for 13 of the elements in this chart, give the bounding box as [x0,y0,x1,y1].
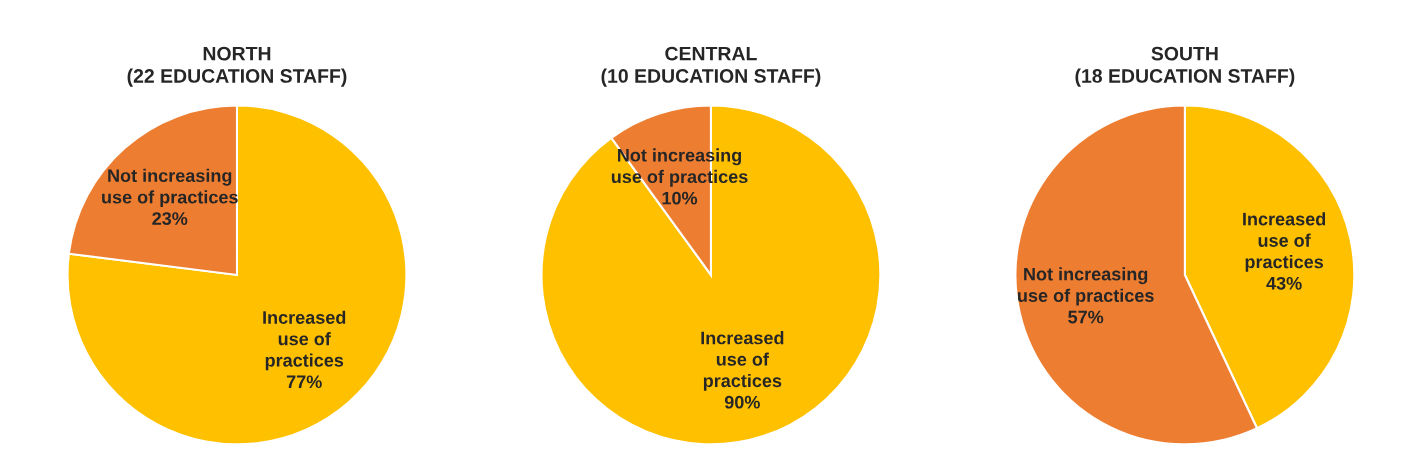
slice-label: Increased use of practices [701,331,784,391]
slice-label: Not increasing use of practices [1018,267,1154,306]
slice-label: Increased use of practices [1243,212,1326,272]
chart-title: NORTH (22 EDUCATION STAFF) [127,46,347,87]
chart-title: CENTRAL (10 EDUCATION STAFF) [601,46,821,87]
chart-title: SOUTH (18 EDUCATION STAFF) [1075,46,1295,87]
data-label: 43% [1266,276,1302,290]
data-label: 10% [662,191,698,205]
data-label: 57% [1068,310,1104,324]
data-label: 90% [724,395,760,409]
data-label: 23% [152,212,188,225]
data-label: 77% [286,375,322,389]
slice-label: Increased use of practices [263,310,346,371]
